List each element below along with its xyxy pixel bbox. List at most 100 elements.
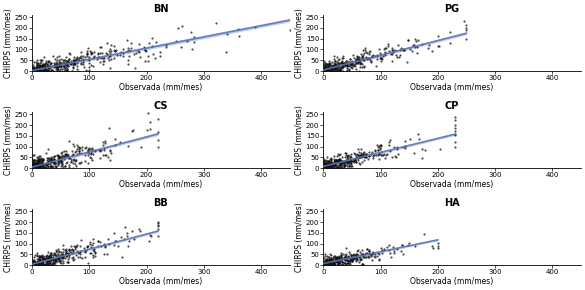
Point — [30, 164, 39, 169]
Point — [34, 262, 43, 267]
Point — [43, 59, 53, 64]
Point — [30, 263, 40, 268]
Point — [338, 62, 347, 67]
Point — [353, 153, 363, 157]
Point — [350, 59, 360, 64]
Point — [31, 161, 40, 165]
Point — [336, 166, 346, 171]
Point — [63, 252, 73, 256]
Point — [325, 164, 335, 168]
Point — [50, 251, 60, 256]
Point — [29, 69, 38, 73]
Point — [37, 164, 46, 168]
Point — [33, 261, 43, 266]
Point — [445, 41, 454, 46]
Point — [29, 259, 39, 263]
Point — [47, 64, 57, 68]
Point — [319, 163, 328, 168]
Point — [435, 146, 445, 151]
Point — [358, 255, 367, 260]
Point — [49, 257, 58, 262]
Point — [322, 263, 331, 268]
Point — [44, 156, 53, 161]
Point — [29, 67, 39, 72]
Point — [331, 62, 340, 67]
Point — [319, 69, 329, 73]
Point — [106, 48, 116, 53]
Point — [115, 53, 125, 58]
Point — [329, 66, 339, 70]
Point — [38, 67, 47, 72]
Point — [33, 259, 43, 264]
Point — [62, 60, 71, 64]
Point — [324, 69, 333, 73]
Point — [47, 159, 56, 164]
Point — [32, 166, 41, 171]
Point — [319, 162, 329, 167]
Point — [346, 157, 355, 162]
Point — [355, 154, 364, 159]
Point — [51, 248, 61, 253]
Point — [349, 55, 359, 60]
Point — [462, 22, 471, 27]
Point — [153, 138, 163, 143]
Point — [37, 259, 46, 263]
Point — [350, 160, 359, 165]
Point — [101, 245, 110, 250]
Point — [364, 254, 373, 259]
Point — [32, 165, 41, 170]
Point — [91, 148, 100, 153]
Point — [109, 231, 119, 235]
Point — [39, 263, 49, 268]
Point — [319, 261, 329, 266]
Point — [57, 62, 67, 67]
Point — [32, 253, 42, 258]
Point — [322, 259, 331, 264]
Point — [328, 62, 338, 67]
Point — [76, 55, 85, 60]
Point — [131, 50, 140, 55]
Point — [338, 66, 347, 71]
Point — [46, 68, 56, 72]
Point — [359, 151, 368, 156]
Point — [350, 157, 360, 162]
Point — [29, 68, 38, 72]
Point — [29, 263, 38, 268]
Point — [325, 262, 334, 266]
Point — [36, 57, 46, 62]
Point — [399, 47, 408, 52]
Point — [343, 259, 352, 264]
Point — [330, 67, 339, 71]
Point — [43, 164, 53, 168]
Point — [47, 155, 56, 159]
Point — [332, 158, 342, 163]
Point — [105, 242, 114, 246]
Point — [27, 165, 37, 169]
Point — [330, 255, 339, 260]
Point — [332, 160, 342, 164]
Point — [90, 246, 99, 251]
Point — [221, 50, 230, 54]
Point — [187, 47, 197, 51]
Point — [122, 231, 132, 235]
Point — [29, 263, 39, 267]
Point — [339, 160, 348, 165]
Point — [29, 262, 39, 267]
Point — [335, 163, 344, 168]
Point — [398, 252, 407, 257]
Point — [55, 259, 64, 264]
Point — [333, 63, 342, 67]
Point — [36, 254, 46, 258]
Point — [56, 160, 66, 164]
Point — [56, 150, 66, 155]
Point — [128, 128, 137, 132]
Point — [337, 262, 346, 266]
Point — [51, 254, 60, 258]
Point — [32, 251, 42, 255]
Point — [328, 68, 337, 72]
Point — [335, 166, 344, 171]
Point — [37, 157, 46, 162]
Point — [319, 160, 328, 165]
Point — [36, 263, 45, 268]
Point — [347, 255, 356, 259]
